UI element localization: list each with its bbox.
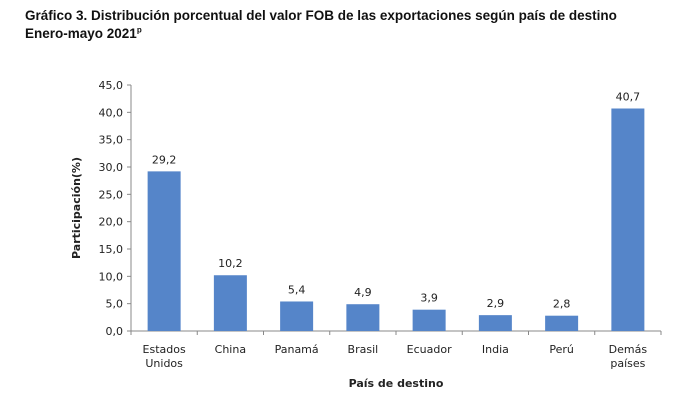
data-label: 10,2 (218, 257, 243, 270)
data-label: 2,8 (553, 298, 571, 311)
bar (412, 309, 446, 331)
chart-titles: Gráfico 3. Distribución porcentual del v… (25, 7, 686, 43)
x-tick-label: países (610, 357, 645, 370)
x-tick-label: China (215, 343, 246, 356)
y-tick-label: 20,0 (99, 216, 124, 229)
x-axis-title: País de destino (349, 377, 444, 390)
y-tick-label: 15,0 (99, 243, 124, 256)
y-tick-label: 5,0 (106, 298, 124, 311)
x-tick-label: Perú (549, 343, 574, 356)
bar (147, 171, 181, 331)
data-label: 4,9 (354, 286, 372, 299)
x-tick-label: Unidos (145, 357, 183, 370)
data-label: 5,4 (288, 283, 306, 296)
y-tick-label: 30,0 (99, 161, 124, 174)
chart-title: Gráfico 3. Distribución porcentual del v… (25, 8, 617, 23)
bar (545, 315, 579, 331)
y-tick-label: 45,0 (99, 79, 124, 92)
x-tick-label: Estados (143, 343, 186, 356)
x-tick-label: Ecuador (407, 343, 452, 356)
y-tick-label: 0,0 (106, 325, 124, 338)
x-tick-label: Brasil (348, 343, 379, 356)
data-label: 29,2 (152, 153, 177, 166)
bar (478, 315, 512, 331)
y-tick-label: 25,0 (99, 188, 124, 201)
subtitle-superscript: p (136, 25, 142, 35)
bar (213, 275, 247, 331)
data-label: 40,7 (616, 91, 641, 104)
y-tick-label: 35,0 (99, 134, 124, 147)
x-tick-label: Panamá (275, 343, 319, 356)
y-tick-label: 40,0 (99, 106, 124, 119)
data-label: 3,9 (420, 292, 438, 305)
x-tick-label: Demás (609, 343, 648, 356)
subtitle-text: Enero-mayo 2021 (25, 26, 137, 41)
x-tick-label: India (482, 343, 509, 356)
data-label: 2,9 (487, 297, 505, 310)
y-tick-label: 10,0 (99, 270, 124, 283)
bar (611, 108, 645, 331)
chart-subtitle: Enero-mayo 2021p (25, 25, 686, 43)
bar (346, 304, 380, 331)
bar (280, 301, 314, 331)
y-axis-title: Participación(%) (70, 157, 83, 259)
